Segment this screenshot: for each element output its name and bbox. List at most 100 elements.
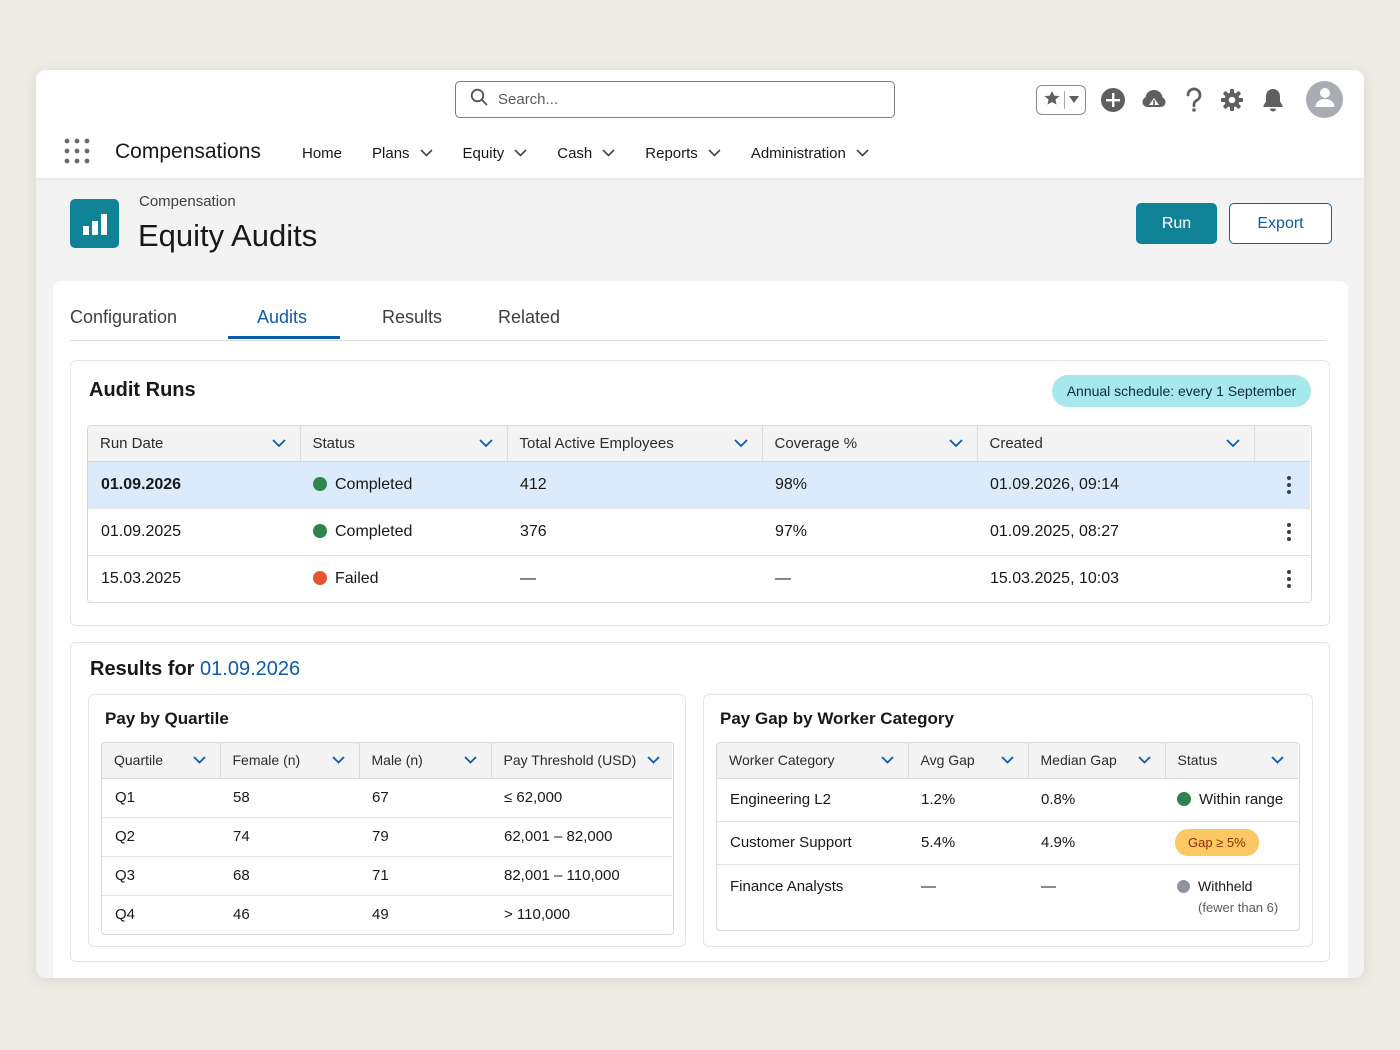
column-header-avg-gap[interactable]: Avg Gap [908,743,1029,779]
tab-related[interactable]: Related [498,307,561,327]
status-label: Within range [1199,791,1284,808]
employees-cell: — [520,569,536,587]
notifications-button[interactable] [1258,84,1288,120]
status-label: Failed [335,569,379,587]
column-header-label: Female (n) [232,752,301,769]
column-header-worker-category[interactable]: Worker Category [717,743,909,779]
chevron-down-icon[interactable] [463,756,477,765]
caret-down-icon [1069,91,1080,109]
chevron-down-icon[interactable] [1271,756,1284,765]
coverage-cell: — [775,569,791,587]
chevron-down-icon[interactable] [733,439,748,448]
row-actions-menu-icon[interactable] [1267,569,1310,589]
nav-item-plans[interactable]: Plans [372,145,433,162]
column-header-status[interactable]: Status [1165,743,1298,779]
column-header-coverage[interactable]: Coverage % [762,426,978,462]
worker-category-cell: Engineering L2 [717,778,908,822]
app-name: Compensations [115,140,261,163]
status-dot-icon [313,476,327,491]
nav-item-cash[interactable]: Cash [557,145,615,162]
column-header-quartile[interactable]: Quartile [102,743,221,779]
column-header-created[interactable]: Created [977,426,1255,462]
table-row[interactable]: 01.09.2026 Completed 412 98% 01.09.2026,… [88,461,1310,509]
status-cell: Withheld (fewer than 6) [1165,864,1298,930]
run-date-cell[interactable]: 15.03.2025 [101,569,182,587]
nav-item-equity[interactable]: Equity [463,145,528,162]
row-actions-cell [1254,508,1310,556]
avg-gap-cell: — [921,877,936,895]
global-search[interactable] [455,81,895,118]
male-cell: 79 [359,817,491,857]
column-header-run-date[interactable]: Run Date [88,426,301,462]
audit-runs-card: Audit Runs Annual schedule: every 1 Sept… [70,360,1330,626]
column-header-pay-threshold[interactable]: Pay Threshold (USD) [491,743,672,779]
female-cell: 68 [220,856,359,896]
row-actions-cell [1254,461,1310,509]
chevron-down-icon[interactable] [1137,756,1151,765]
nav-item-home[interactable]: Home [302,145,342,162]
pay-by-quartile-table: Quartile Female (n) Male (n) Pay Thresho… [101,742,674,935]
setup-button[interactable] [1217,84,1247,120]
gap-warning-badge: Gap ≥ 5% [1175,829,1259,856]
chevron-down-icon[interactable] [419,149,433,157]
status-label: Completed [335,522,413,540]
chevron-down-icon[interactable] [514,149,527,157]
tab-audits[interactable]: Audits [257,307,308,327]
run-date-cell[interactable]: 01.09.2026 [88,461,300,509]
median-gap-cell: 4.9% [1028,821,1165,865]
column-header-male[interactable]: Male (n) [359,743,492,779]
trailhead-button[interactable] [1139,84,1169,120]
help-button[interactable] [1179,84,1209,120]
global-add-button[interactable] [1098,84,1128,120]
threshold-cell: ≤ 62,000 [491,778,672,818]
user-avatar[interactable] [1306,81,1343,118]
column-header-status[interactable]: Status [300,426,508,462]
chevron-down-icon[interactable] [948,439,963,448]
audit-runs-title: Audit Runs [89,379,196,401]
chevron-down-icon[interactable] [1000,756,1014,765]
nav-item-administration[interactable]: Administration [751,145,869,162]
chevron-down-icon[interactable] [708,149,721,157]
export-button[interactable]: Export [1229,203,1332,244]
row-actions-menu-icon[interactable] [1267,522,1310,542]
favorites-button[interactable] [1036,85,1086,115]
chevron-down-icon[interactable] [192,756,206,765]
table-row[interactable]: 01.09.2025 Completed 376 97% 01.09.2025,… [88,508,1310,556]
results-date-link[interactable]: 01.09.2026 [200,658,301,680]
run-date-cell[interactable]: 01.09.2025 [88,508,300,556]
chevron-down-icon[interactable] [271,439,286,448]
table-row: Q4 46 49 > 110,000 [102,895,672,934]
page-title: Equity Audits [138,218,318,253]
nav-item-reports[interactable]: Reports [645,145,721,162]
column-header-median-gap[interactable]: Median Gap [1028,743,1166,779]
star-icon [1043,89,1061,112]
schedule-badge: Annual schedule: every 1 September [1052,375,1311,407]
row-actions-cell [1254,555,1310,602]
column-header-label: Worker Category [729,752,835,769]
chevron-down-icon[interactable] [856,149,869,157]
app-window: Compensations Home Plans Equity Cash Rep… [36,70,1364,978]
chevron-down-icon[interactable] [880,756,894,765]
chevron-down-icon[interactable] [478,439,493,448]
threshold-cell: 82,001 – 110,000 [491,856,672,896]
status-dot-icon [1177,879,1190,893]
chevron-down-icon[interactable] [647,756,660,765]
table-row: Engineering L2 1.2% 0.8% Within range [717,778,1298,822]
chevron-down-icon[interactable] [1225,439,1240,448]
add-icon [1100,87,1126,118]
nav-item-label: Cash [557,144,593,162]
column-header-total-active-employees[interactable]: Total Active Employees [507,426,763,462]
run-button[interactable]: Run [1136,203,1217,244]
table-row[interactable]: 15.03.2025 Failed — — 15.03.2025, 10:03 [88,555,1310,602]
tab-results[interactable]: Results [382,307,443,327]
search-icon [470,88,488,111]
app-launcher-button[interactable] [64,138,90,164]
chevron-down-icon[interactable] [331,756,345,765]
employees-cell: 376 [507,508,762,556]
table-row: Finance Analysts — — Withheld (fewer tha… [717,864,1298,930]
search-input[interactable] [498,91,858,108]
row-actions-menu-icon[interactable] [1267,475,1310,495]
column-header-female[interactable]: Female (n) [220,743,360,779]
tab-configuration[interactable]: Configuration [70,307,178,327]
chevron-down-icon[interactable] [602,149,615,157]
